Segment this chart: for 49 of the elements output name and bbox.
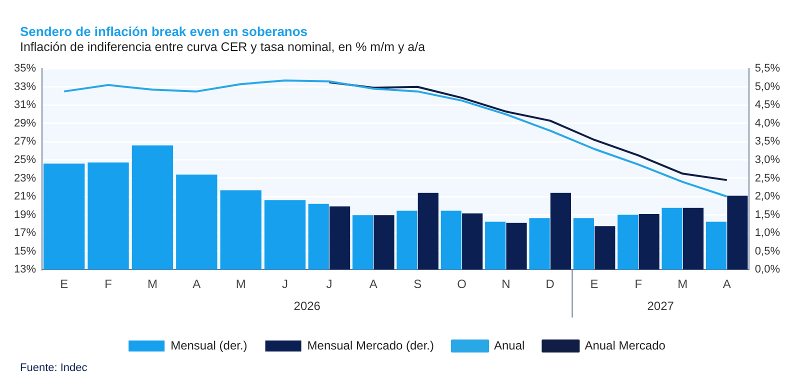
text: 2027 bbox=[647, 298, 674, 313]
y2-tick-label: 3,0% bbox=[754, 154, 780, 166]
y-tick-label: 21% bbox=[14, 190, 36, 203]
x-tick-label: F bbox=[104, 277, 112, 292]
y2-tick-label: 0,5% bbox=[754, 245, 780, 258]
x-tick-label: A bbox=[192, 277, 201, 292]
x-tick-label: M bbox=[678, 277, 688, 292]
y2-tick-label: 5,0% bbox=[754, 80, 780, 93]
x-tick-label: E bbox=[60, 277, 68, 292]
y2-tick-label: 2,5% bbox=[754, 172, 780, 184]
y-tick-label: 29% bbox=[14, 117, 36, 130]
x-tick-label: O bbox=[457, 277, 466, 292]
text: 2026 bbox=[294, 298, 321, 313]
x-tick-label: N bbox=[502, 277, 510, 292]
y-tick-label: 19% bbox=[14, 208, 36, 221]
chart-title: Sendero de inflación break even en soberanos bbox=[20, 24, 308, 39]
y2-tick-label: 1,5% bbox=[754, 208, 780, 221]
y-tick-label: 25% bbox=[14, 154, 36, 166]
y-tick-label: 35% bbox=[14, 62, 36, 75]
x-tick-label: E bbox=[590, 277, 598, 292]
legend-label: Anual Mercado bbox=[584, 338, 666, 352]
y-tick-label: 27% bbox=[14, 136, 36, 148]
y-tick-label: 31% bbox=[14, 99, 36, 112]
chart-subtitle: Inflación de indiferencia entre curva CER y tasa nominal, en % m/m y a/a bbox=[20, 40, 426, 54]
y-tick-label: 15% bbox=[14, 245, 36, 258]
legend-label: Anual bbox=[494, 338, 525, 352]
y-tick-label: 13% bbox=[14, 264, 36, 276]
y2-tick-label: 4,5% bbox=[754, 99, 780, 112]
x-tick-label: A bbox=[722, 277, 731, 292]
y2-tick-label: 4,0% bbox=[754, 117, 780, 130]
source-note: Fuente: Indec bbox=[20, 362, 88, 374]
y-tick-label: 23% bbox=[14, 172, 36, 184]
x-tick-label: J bbox=[282, 277, 288, 292]
legend-label: Mensual Mercado (der.) bbox=[307, 338, 434, 352]
y-tick-label: 17% bbox=[14, 227, 36, 240]
x-tick-label: J bbox=[326, 277, 332, 292]
y2-tick-label: 5,5% bbox=[754, 62, 780, 75]
x-tick-label: S bbox=[414, 277, 422, 292]
y2-tick-label: 2,0% bbox=[754, 190, 780, 203]
x-tick-label: D bbox=[546, 277, 555, 292]
y-tick-label: 33% bbox=[14, 80, 36, 93]
y2-tick-label: 3,5% bbox=[754, 136, 780, 148]
legend-label: Mensual (der.) bbox=[170, 338, 248, 352]
x-tick-label: F bbox=[634, 277, 642, 292]
x-tick-label: M bbox=[236, 277, 246, 292]
y2-tick-label: 1,0% bbox=[754, 227, 780, 240]
x-tick-label: A bbox=[369, 277, 378, 292]
x-tick-label: M bbox=[147, 277, 158, 292]
y2-tick-label: 0,0% bbox=[754, 264, 780, 276]
